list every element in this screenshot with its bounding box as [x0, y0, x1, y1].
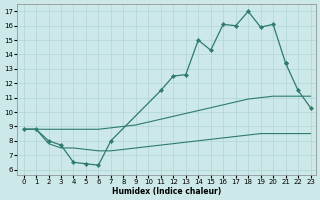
- X-axis label: Humidex (Indice chaleur): Humidex (Indice chaleur): [112, 187, 221, 196]
